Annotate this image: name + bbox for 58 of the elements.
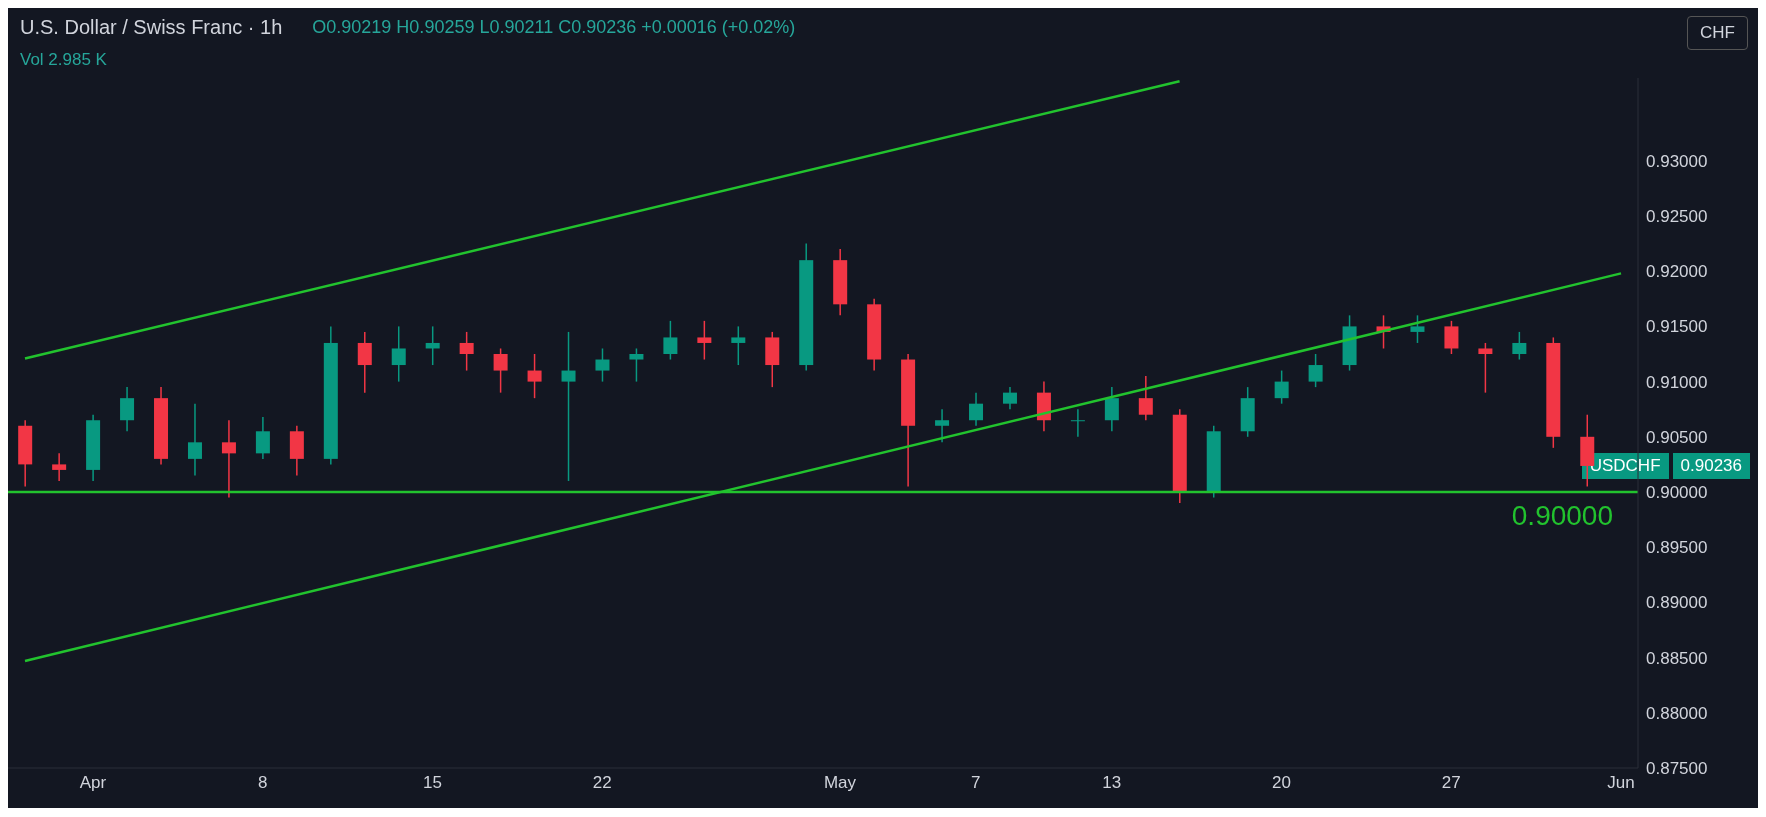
candlestick bbox=[561, 331, 576, 482]
candlestick bbox=[1274, 369, 1289, 405]
candlestick bbox=[629, 347, 644, 383]
candlestick bbox=[935, 408, 950, 444]
x-tick-label: Apr bbox=[79, 773, 107, 793]
y-tick-label: 0.88500 bbox=[1646, 648, 1708, 668]
y-tick-label: 0.92000 bbox=[1646, 262, 1708, 282]
y-tick-label: 0.90000 bbox=[1646, 483, 1708, 503]
chart-title: U.S. Dollar / Swiss Franc · 1h bbox=[20, 16, 283, 39]
x-tick-label: Jun bbox=[1607, 773, 1635, 793]
candlestick bbox=[969, 391, 984, 427]
candlestick bbox=[1070, 408, 1085, 438]
candlestick bbox=[697, 320, 712, 361]
text: CHF bbox=[1687, 16, 1748, 50]
y-tick-label: 0.88000 bbox=[1646, 703, 1708, 723]
candlestick bbox=[1138, 375, 1153, 421]
x-tick-label: 15 bbox=[423, 773, 442, 793]
candlestick bbox=[493, 347, 508, 394]
x-tick-label: 13 bbox=[1102, 773, 1122, 793]
text: Vol 2.985 K bbox=[20, 50, 107, 70]
candlestick bbox=[527, 353, 542, 399]
text: O0.90219 H0.90259 L0.90211 C0.90236 +0.00016 (+0.02%) bbox=[312, 17, 796, 38]
y-tick-label: 0.91500 bbox=[1646, 317, 1708, 337]
candlestick bbox=[1002, 386, 1017, 410]
candlestick bbox=[1478, 342, 1493, 394]
x-tick-label: May bbox=[823, 773, 857, 793]
y-tick-label: 0.87500 bbox=[1646, 759, 1708, 779]
x-tick-label: 20 bbox=[1271, 773, 1291, 793]
candlestick bbox=[255, 416, 270, 460]
candlestick bbox=[1512, 331, 1527, 361]
annotation: USDCHF bbox=[1581, 452, 1669, 479]
candlestick bbox=[459, 331, 474, 372]
candlestick bbox=[425, 325, 440, 366]
y-tick-label: 0.91000 bbox=[1646, 372, 1708, 392]
x-tick-label: 7 bbox=[971, 773, 981, 793]
x-tick-label: 22 bbox=[592, 773, 612, 793]
candlestick bbox=[391, 325, 406, 383]
candlestick bbox=[357, 331, 372, 394]
text: 0.90236 bbox=[1672, 452, 1750, 479]
candlestick bbox=[1104, 386, 1119, 433]
x-tick-label: 27 bbox=[1441, 773, 1461, 793]
y-tick-label: 0.90500 bbox=[1646, 427, 1708, 447]
candlestick bbox=[1444, 320, 1459, 355]
y-tick-label: 0.92500 bbox=[1646, 207, 1708, 227]
y-tick-label: 0.89500 bbox=[1646, 538, 1708, 558]
candlestick bbox=[731, 325, 746, 366]
candlestick bbox=[663, 320, 678, 361]
y-tick-label: 0.93000 bbox=[1646, 151, 1708, 171]
candlestick bbox=[187, 402, 202, 477]
x-tick-label: 8 bbox=[257, 773, 268, 793]
candlestick bbox=[120, 386, 135, 433]
candlestick bbox=[1308, 353, 1323, 388]
ref-line-label: 0.90000 bbox=[1511, 500, 1613, 531]
candlestick bbox=[595, 347, 610, 383]
candlestick bbox=[1410, 314, 1425, 344]
candlestick bbox=[52, 452, 67, 482]
candlestick bbox=[221, 419, 236, 499]
y-tick-label: 0.89000 bbox=[1646, 593, 1708, 613]
